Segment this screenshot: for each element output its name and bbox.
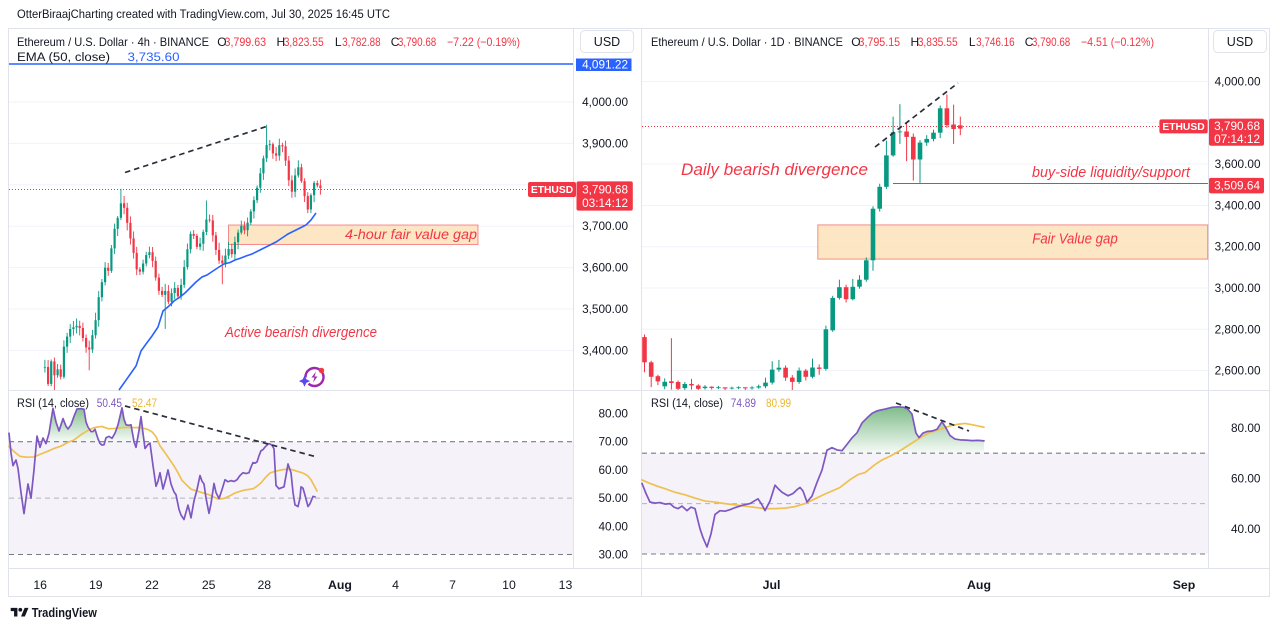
svg-text:74.89: 74.89	[731, 398, 756, 410]
svg-text:H: H	[911, 35, 920, 49]
svg-text:03:14:12: 03:14:12	[582, 196, 628, 210]
svg-text:19: 19	[89, 578, 103, 592]
svg-text:Fair Value gap: Fair Value gap	[1032, 232, 1118, 248]
svg-text:3,835.55: 3,835.55	[918, 35, 958, 49]
svg-text:Daily bearish divergence: Daily bearish divergence	[681, 160, 868, 179]
svg-text:50.00: 50.00	[598, 491, 628, 505]
svg-text:3,790.68: 3,790.68	[1032, 35, 1071, 49]
svg-text:16: 16	[33, 578, 47, 592]
svg-text:4-hour fair value gap: 4-hour fair value gap	[345, 227, 478, 242]
svg-text:EMA (50, close): EMA (50, close)	[17, 52, 110, 64]
svg-text:C: C	[391, 35, 400, 49]
svg-text:7: 7	[449, 578, 456, 592]
svg-text:Active bearish divergence: Active bearish divergence	[224, 324, 377, 341]
svg-text:40.00: 40.00	[1231, 522, 1261, 536]
svg-text:4,000.00: 4,000.00	[1215, 75, 1261, 89]
svg-text:3,000.00: 3,000.00	[1215, 281, 1261, 295]
svg-text:ETHUSD: ETHUSD	[531, 185, 573, 196]
svg-text:28: 28	[257, 578, 271, 592]
svg-text:3,900.00: 3,900.00	[582, 136, 628, 150]
svg-text:Jul: Jul	[763, 578, 781, 592]
svg-text:USD: USD	[1227, 35, 1253, 49]
svg-text:RSI (14, close): RSI (14, close)	[17, 398, 89, 410]
svg-text:4,000.00: 4,000.00	[582, 95, 628, 109]
svg-text:50.45: 50.45	[97, 398, 122, 410]
svg-text:3,600.00: 3,600.00	[1215, 157, 1261, 171]
svg-text:25: 25	[202, 578, 216, 592]
svg-text:3,790.68: 3,790.68	[1214, 119, 1260, 133]
svg-text:07:14:12: 07:14:12	[1214, 132, 1260, 146]
svg-text:TradingView: TradingView	[32, 605, 97, 620]
svg-text:3,795.15: 3,795.15	[859, 35, 901, 49]
svg-text:buy-side liquidity/support: buy-side liquidity/support	[1032, 164, 1191, 181]
svg-text:52.47: 52.47	[132, 398, 157, 410]
svg-text:Ethereum / U.S. Dollar · 4h ·: Ethereum / U.S. Dollar · 4h · BINANCE	[17, 35, 209, 49]
svg-text:80.99: 80.99	[766, 398, 791, 410]
svg-text:40.00: 40.00	[598, 519, 628, 533]
svg-text:30.00: 30.00	[598, 548, 628, 562]
svg-text:4: 4	[392, 578, 399, 592]
svg-text:H: H	[277, 35, 286, 49]
svg-text:Sep: Sep	[1173, 578, 1196, 592]
svg-text:3,600.00: 3,600.00	[582, 261, 628, 275]
svg-text:L: L	[335, 35, 342, 49]
svg-text:3,823.55: 3,823.55	[284, 35, 324, 49]
svg-text:OtterBiraajCharting created wi: OtterBiraajCharting created with Trading…	[17, 7, 390, 21]
svg-text:3,400.00: 3,400.00	[582, 343, 628, 357]
svg-text:10: 10	[502, 578, 516, 592]
svg-text:60.00: 60.00	[1231, 471, 1261, 485]
svg-text:80.00: 80.00	[1231, 421, 1261, 435]
svg-text:2,600.00: 2,600.00	[1215, 364, 1261, 378]
svg-text:Ethereum / U.S. Dollar · 1D ·: Ethereum / U.S. Dollar · 1D · BINANCE	[651, 35, 843, 49]
svg-text:Aug: Aug	[967, 578, 991, 592]
svg-text:3,782.88: 3,782.88	[342, 35, 381, 49]
svg-text:70.00: 70.00	[598, 435, 628, 449]
svg-text:60.00: 60.00	[598, 463, 628, 477]
svg-text:4,091.22: 4,091.22	[582, 58, 628, 72]
svg-text:ETHUSD: ETHUSD	[1162, 122, 1204, 133]
svg-text:O: O	[851, 35, 860, 49]
svg-text:3,746.16: 3,746.16	[976, 35, 1015, 49]
svg-text:L: L	[969, 35, 976, 49]
svg-text:3,400.00: 3,400.00	[1215, 198, 1261, 212]
svg-text:80.00: 80.00	[598, 407, 628, 421]
svg-text:Aug: Aug	[328, 578, 352, 592]
svg-text:−7.22 (−0.19%): −7.22 (−0.19%)	[447, 35, 520, 49]
svg-text:C: C	[1025, 35, 1034, 49]
svg-text:USD: USD	[594, 35, 620, 49]
svg-text:3,700.00: 3,700.00	[582, 219, 628, 233]
svg-text:22: 22	[145, 578, 159, 592]
svg-text:3,509.64: 3,509.64	[1214, 179, 1260, 193]
svg-text:2,800.00: 2,800.00	[1215, 322, 1261, 336]
svg-text:3,200.00: 3,200.00	[1215, 240, 1261, 254]
svg-text:RSI (14, close): RSI (14, close)	[651, 398, 723, 410]
svg-text:−4.51 (−0.12%): −4.51 (−0.12%)	[1081, 35, 1154, 49]
svg-text:13: 13	[559, 578, 573, 592]
svg-text:3,500.00: 3,500.00	[582, 302, 628, 316]
svg-text:3,790.68: 3,790.68	[398, 35, 437, 49]
svg-text:O: O	[217, 35, 226, 49]
svg-text:3,790.68: 3,790.68	[582, 183, 628, 197]
svg-text:3,799.63: 3,799.63	[225, 35, 267, 49]
svg-text:3,735.60: 3,735.60	[128, 52, 180, 64]
